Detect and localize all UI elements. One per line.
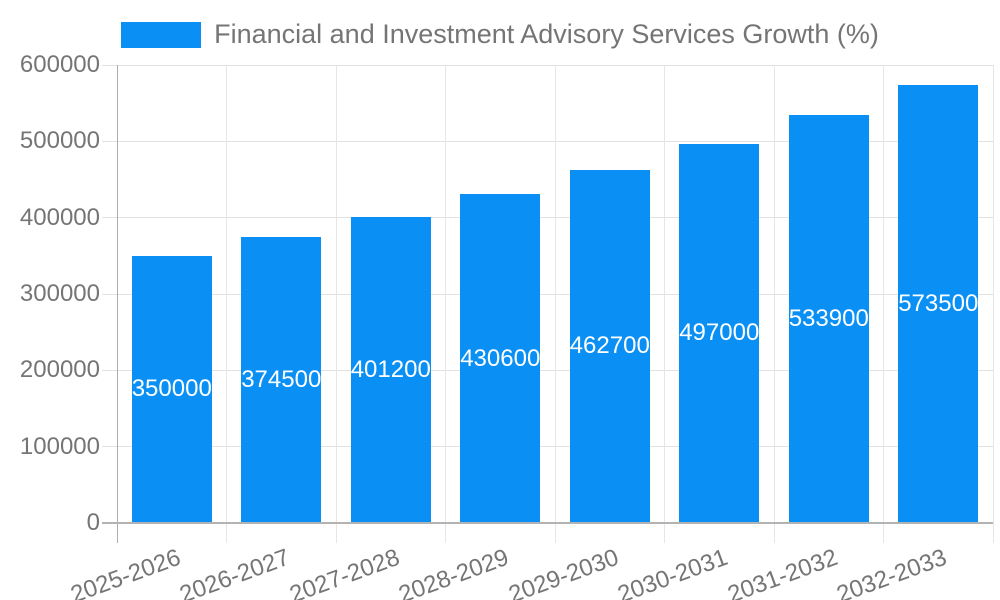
y-tick-label: 300000 <box>19 280 100 307</box>
x-tick-label: 2027-2028 <box>286 543 404 600</box>
plot-area: 350000 374500 401200 430600 462700 497000 5339… <box>102 64 994 543</box>
bar-value-label: 374500 <box>241 366 322 394</box>
v-gridline <box>554 65 556 543</box>
h-gridline <box>102 446 993 448</box>
x-tick-label: 2032-2033 <box>833 543 951 600</box>
bar-value-label: 350000 <box>131 375 212 403</box>
h-gridline <box>102 293 993 295</box>
bar-value-label: 430600 <box>460 344 541 372</box>
v-gridline <box>445 65 446 543</box>
bar: 374500 <box>241 237 321 523</box>
x-tick-label: 2026-2027 <box>176 543 294 600</box>
y-tick-label: 0 <box>86 509 100 536</box>
bar: 462700 <box>569 169 650 523</box>
bar: 401200 <box>350 216 431 523</box>
y-tick-label: 600000 <box>19 51 100 78</box>
y-tick-label: 500000 <box>19 127 100 155</box>
legend-swatch <box>121 21 202 48</box>
bar: 430600 <box>460 194 540 523</box>
x-tick-label: 2028-2029 <box>395 543 513 600</box>
x-axis-line <box>102 522 993 524</box>
y-tick-label: 100000 <box>19 432 100 460</box>
h-gridline <box>102 140 993 142</box>
v-gridline <box>664 65 665 543</box>
y-axis-line <box>116 65 118 543</box>
y-tick-label: 400000 <box>19 203 100 231</box>
bar-value-label: 533900 <box>788 305 869 333</box>
legend: Financial and Investment Advisory Servic… <box>0 19 1000 50</box>
legend-label: Financial and Investment Advisory Servic… <box>214 19 879 49</box>
bar-value-label: 497000 <box>679 319 760 347</box>
bar-value-label: 462700 <box>569 332 650 360</box>
bar: 497000 <box>679 143 760 523</box>
v-gridline <box>992 65 994 543</box>
h-gridline <box>102 217 993 219</box>
x-tick-label: 2029-2030 <box>505 543 623 600</box>
x-tick-label: 2030-2031 <box>614 543 732 600</box>
h-gridline <box>102 64 993 66</box>
bar: 533900 <box>789 115 869 523</box>
bar: 573500 <box>898 85 978 523</box>
v-gridline <box>226 65 227 543</box>
y-tick-label: 200000 <box>19 356 100 384</box>
x-tick-label: 2025-2026 <box>67 543 185 600</box>
bar-value-label: 401200 <box>350 355 431 383</box>
bar: 350000 <box>131 255 212 523</box>
v-gridline <box>773 65 775 543</box>
v-gridline <box>335 65 337 543</box>
y-axis-labels: 0 100000 200000 300000 400000 500000 600000 <box>0 53 100 535</box>
bar-value-label: 573500 <box>898 290 979 318</box>
x-tick-label: 2031-2032 <box>724 543 842 600</box>
v-gridline <box>883 65 884 543</box>
h-gridline <box>102 369 993 371</box>
